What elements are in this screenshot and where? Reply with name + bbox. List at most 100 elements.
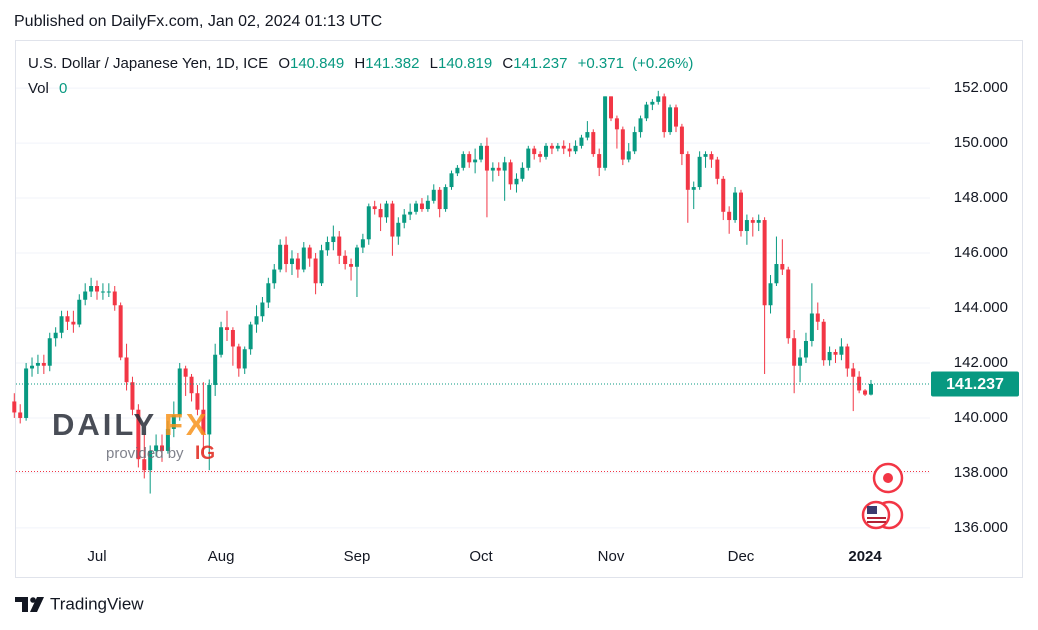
- candle-body: [579, 137, 584, 146]
- x-tick-label: Nov: [598, 548, 625, 565]
- y-tick-label: 148.000: [954, 189, 1008, 206]
- candle-body: [35, 362, 40, 366]
- candle-body: [679, 126, 684, 155]
- candle-body: [12, 401, 17, 413]
- candle-body: [177, 368, 182, 416]
- flag-icon[interactable]: [861, 500, 891, 530]
- candle-body: [295, 258, 300, 270]
- candle-body: [47, 338, 52, 366]
- candle-body: [520, 167, 525, 179]
- change: +0.371: [578, 55, 624, 72]
- candle-body: [171, 415, 176, 429]
- y-tick-label: 136.000: [954, 519, 1008, 536]
- candle-body: [821, 321, 826, 361]
- low-value: 140.819: [438, 55, 492, 72]
- candle-body: [868, 383, 873, 395]
- candle-body: [591, 132, 596, 155]
- candle-body: [573, 145, 578, 152]
- candle-body: [833, 351, 838, 355]
- candle-body: [366, 206, 371, 240]
- change-percent: (+0.26%): [632, 55, 693, 72]
- candle-body: [372, 206, 377, 210]
- candle-body: [496, 167, 501, 171]
- watermark-ig: IG: [195, 443, 215, 464]
- candle-body: [53, 332, 58, 339]
- candle-body: [337, 236, 342, 256]
- volume-header: Vol 0: [28, 80, 67, 97]
- candle-body: [207, 384, 212, 435]
- candle-body: [851, 368, 856, 377]
- open-value: 140.849: [290, 55, 344, 72]
- legend-header: U.S. Dollar / Japanese Yen, 1D, ICE O140…: [28, 55, 693, 72]
- candle-body: [289, 258, 294, 265]
- candle-body: [260, 302, 265, 317]
- candle-body: [774, 264, 779, 284]
- candle-body: [77, 299, 82, 325]
- plot-area: 136.000 138.000 140.000 142.000 144.000 146.0…: [12, 79, 1019, 565]
- candle-body: [443, 187, 448, 210]
- last-price-tag: [931, 371, 1019, 397]
- candle-body: [538, 154, 543, 157]
- candle-body: [827, 351, 832, 361]
- candle-body: [242, 349, 247, 369]
- candle-body: [396, 222, 401, 237]
- chart-frame: [15, 40, 1023, 578]
- candle-body: [425, 200, 430, 210]
- candle-body: [437, 189, 442, 210]
- candle-body: [419, 203, 424, 210]
- tradingview-logo-dot: [30, 597, 36, 603]
- candle-body: [41, 362, 46, 366]
- candle-body: [532, 148, 537, 155]
- candle-body: [236, 346, 241, 369]
- candle-body: [65, 316, 70, 322]
- y-tick-label: 152.000: [954, 79, 1008, 96]
- candle-body: [349, 264, 354, 267]
- candle-body: [691, 187, 696, 190]
- published-note: Published on DailyFx.com, Jan 02, 2024 0…: [14, 13, 382, 30]
- candle-body: [278, 244, 283, 270]
- candle-body: [585, 132, 590, 138]
- candle-body: [224, 327, 229, 330]
- candle-body: [644, 104, 649, 119]
- close-value: 141.237: [513, 55, 567, 72]
- candle-body: [449, 173, 454, 188]
- candle-body: [402, 214, 407, 223]
- candle-body: [768, 283, 773, 306]
- candle-body: [160, 445, 164, 451]
- candle-body: [490, 167, 495, 171]
- candle-body: [195, 393, 200, 410]
- candle-body: [555, 145, 560, 149]
- candle-body: [384, 203, 389, 218]
- candle-body: [656, 96, 661, 102]
- candle-body: [650, 101, 655, 105]
- candle-body: [313, 258, 318, 284]
- candle-body: [390, 203, 395, 237]
- symbol: U.S. Dollar / Japanese Yen, 1D, ICE: [28, 55, 268, 72]
- y-tick-label: 146.000: [954, 244, 1008, 261]
- candle-body: [786, 269, 791, 339]
- candle-body: [744, 220, 749, 232]
- y-tick-label: 150.000: [954, 134, 1008, 151]
- candle-body: [343, 255, 348, 265]
- footer-logo: TradingView: [15, 594, 144, 613]
- candle-body: [183, 368, 188, 377]
- ohlc-label: H: [354, 55, 365, 72]
- candle-body: [597, 154, 602, 168]
- candle-body: [378, 209, 383, 218]
- candle-body: [709, 154, 714, 160]
- candle-body: [272, 269, 277, 284]
- candle-body: [603, 96, 608, 168]
- candle-body: [561, 145, 566, 149]
- candle-body: [626, 151, 631, 160]
- x-tick-label: Sep: [344, 548, 371, 565]
- y-tick-label: 140.000: [954, 409, 1008, 426]
- candle-body: [721, 178, 726, 212]
- candle-body: [213, 354, 218, 385]
- candle-body: [414, 203, 419, 212]
- candle-body: [809, 313, 814, 341]
- candle-body: [662, 96, 667, 133]
- candle-body: [479, 145, 484, 160]
- candle-body: [301, 247, 306, 270]
- candle-body: [284, 244, 289, 265]
